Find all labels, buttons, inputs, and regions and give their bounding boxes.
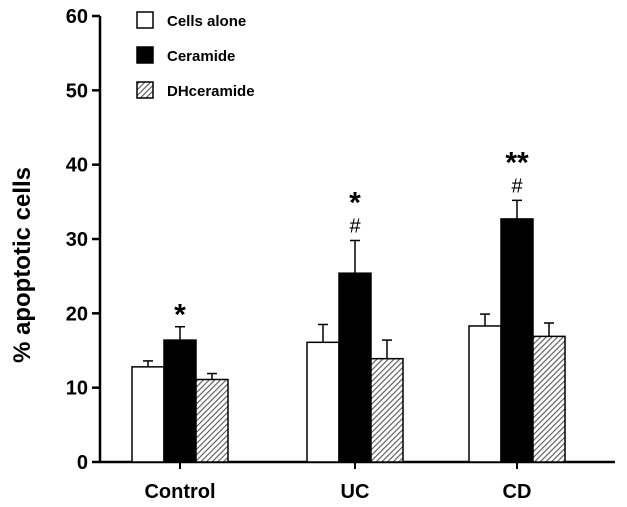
bar-cells-alone (131, 366, 165, 463)
bar-ceramide (338, 272, 372, 463)
significance-hash: # (349, 215, 361, 237)
legend-swatch (136, 46, 154, 64)
legend: Cells alone Ceramide DHceramide (136, 11, 255, 100)
y-tick-label: 50 (66, 80, 88, 102)
bars: Control UC CD*#*#** (131, 146, 566, 503)
bar-dhceramide (195, 378, 229, 463)
bar-dhceramide (532, 335, 566, 463)
y-tick-label: 30 (66, 229, 88, 251)
y-tick-label: 60 (66, 6, 88, 28)
y-tick-label: 10 (66, 378, 88, 400)
x-tick-label: CD (503, 481, 532, 503)
legend-label: DHceramide (167, 83, 255, 100)
y-tick-label: 40 (66, 155, 88, 177)
legend-swatch (136, 11, 154, 29)
legend-label: Cells alone (167, 13, 246, 30)
y-tick-label: 0 (77, 452, 88, 474)
significance-stars: ** (505, 146, 529, 179)
legend-label: Ceramide (167, 48, 235, 65)
significance-stars: * (349, 186, 361, 219)
bar-dhceramide (370, 357, 404, 463)
bar-ceramide (500, 218, 534, 463)
y-tick-label: 20 (66, 303, 88, 325)
significance-stars: * (174, 299, 186, 332)
bar-cells-alone (468, 325, 502, 463)
x-tick-label: Control (144, 481, 215, 503)
legend-swatch (136, 81, 154, 99)
significance-hash: # (511, 175, 523, 197)
x-tick-label: UC (341, 481, 370, 503)
y-axis-label: % apoptotic cells (9, 167, 36, 363)
bar-cells-alone (306, 341, 340, 463)
bar-ceramide (163, 339, 197, 463)
